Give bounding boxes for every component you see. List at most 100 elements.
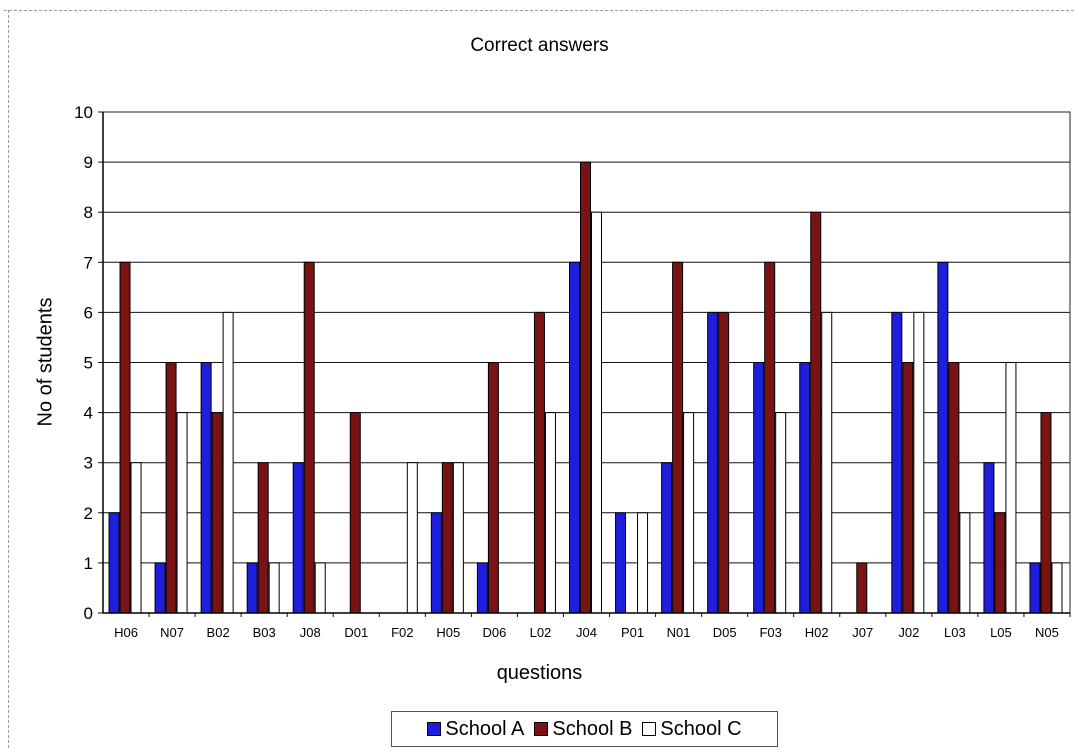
bar <box>1051 562 1063 614</box>
x-tick-label: L03 <box>944 625 966 640</box>
y-tick-label: 5 <box>84 354 93 373</box>
x-tick-label: F02 <box>391 625 413 640</box>
bar <box>764 261 776 614</box>
bar <box>775 412 787 614</box>
x-tick-label: B02 <box>207 625 230 640</box>
y-tick-label: 0 <box>84 604 93 623</box>
bar <box>1029 562 1041 614</box>
bar <box>119 261 131 614</box>
bar <box>661 462 673 614</box>
x-tick-label: B03 <box>253 625 276 640</box>
y-tick-label: 4 <box>84 404 93 423</box>
bar <box>130 462 142 614</box>
bar <box>108 512 120 614</box>
legend-label-school-c: School C <box>660 717 742 740</box>
x-tick-label: H02 <box>805 625 829 640</box>
bar <box>211 412 223 614</box>
bar <box>637 512 649 614</box>
bar <box>452 462 464 614</box>
legend-label-school-b: School B <box>552 717 633 740</box>
y-tick-label: 1 <box>84 554 93 573</box>
bar <box>753 362 765 614</box>
bar <box>959 512 971 614</box>
bar <box>569 261 580 614</box>
bar <box>487 362 499 614</box>
y-tick-label: 7 <box>84 253 93 272</box>
bar <box>799 362 811 614</box>
bar <box>983 462 995 614</box>
bar <box>246 562 258 614</box>
y-tick-label: 8 <box>84 203 93 222</box>
bar <box>902 362 914 614</box>
bar <box>683 412 695 614</box>
bar <box>856 562 868 614</box>
x-tick-label: D06 <box>482 625 506 640</box>
bar <box>948 362 960 614</box>
x-tick-label: J02 <box>898 625 919 640</box>
frame-border-top <box>4 10 1074 11</box>
x-tick-label: D05 <box>713 625 737 640</box>
bar <box>913 311 925 614</box>
x-tick-label: D01 <box>344 625 368 640</box>
legend: School A School B School C <box>391 711 778 747</box>
legend-swatch-school-b <box>534 722 549 736</box>
x-tick-label: N01 <box>667 625 691 640</box>
bar <box>441 462 453 614</box>
y-tick-label: 3 <box>84 454 93 473</box>
y-tick-label: 10 <box>74 103 93 122</box>
frame-border-left <box>8 10 9 748</box>
bar <box>994 512 1006 614</box>
legend-swatch-school-a <box>427 722 442 736</box>
bar <box>303 261 315 614</box>
x-tick-label: N07 <box>160 625 184 640</box>
y-tick-label: 6 <box>84 303 93 322</box>
bar <box>544 412 556 614</box>
legend-label-school-a: School A <box>445 717 525 740</box>
bar <box>314 562 326 614</box>
x-tick-label: H06 <box>114 625 138 640</box>
bar <box>257 462 269 614</box>
bar <box>406 462 418 614</box>
x-tick-label: J04 <box>576 625 597 640</box>
bar <box>1005 362 1017 614</box>
bar <box>349 412 361 614</box>
y-tick-label: 2 <box>84 504 93 523</box>
bar <box>821 311 833 614</box>
legend-item-school-c: School C <box>642 717 742 741</box>
x-tick-label: J07 <box>852 625 873 640</box>
bar <box>268 562 280 614</box>
x-tick-label: L02 <box>530 625 552 640</box>
x-tick-label: H05 <box>436 625 460 640</box>
bar <box>165 362 177 614</box>
bar <box>580 161 591 614</box>
bar <box>430 512 442 614</box>
y-tick-label: 9 <box>84 153 93 172</box>
x-tick-label: J08 <box>300 625 321 640</box>
x-tick-label: P01 <box>621 625 644 640</box>
bar <box>615 512 627 614</box>
legend-swatch-school-c <box>642 722 657 736</box>
legend-item-school-b: School B <box>534 718 632 741</box>
bar <box>591 211 602 614</box>
bar <box>292 462 304 614</box>
bar <box>476 562 488 614</box>
bar <box>533 311 545 614</box>
bar <box>937 261 949 614</box>
x-tick-label: L05 <box>990 625 1012 640</box>
x-axis-label: questions <box>496 662 583 684</box>
bar <box>222 311 234 614</box>
bar <box>176 412 188 614</box>
bar <box>707 311 719 614</box>
legend-item-school-a: School A <box>427 718 524 741</box>
bar <box>718 311 730 614</box>
x-tick-label: F03 <box>759 625 781 640</box>
x-tick-label: N05 <box>1035 625 1059 640</box>
chart-title: Correct answers <box>470 35 609 56</box>
bar <box>154 562 166 614</box>
bar <box>810 211 822 614</box>
bar <box>1040 412 1052 614</box>
bar <box>891 311 903 614</box>
bar <box>672 261 684 614</box>
